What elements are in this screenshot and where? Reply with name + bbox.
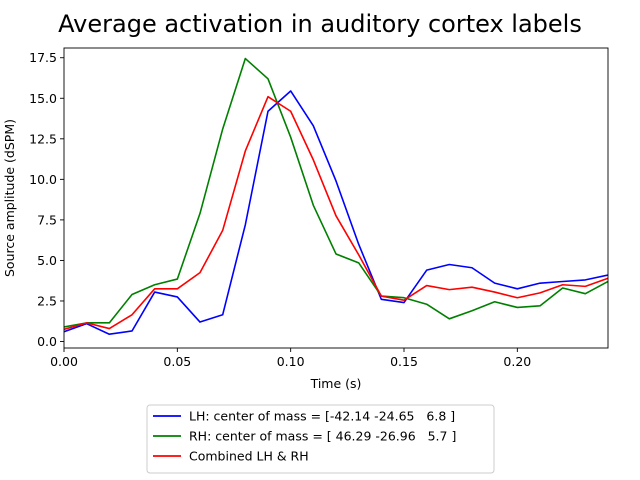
y-tick-label: 15.0 xyxy=(29,91,57,106)
axes-frame xyxy=(63,47,609,349)
series-line-2 xyxy=(64,57,608,328)
legend-box xyxy=(146,404,495,474)
y-tick-label: 5.0 xyxy=(37,253,57,268)
plot-area: 0.00 0.05 0.10 0.15 0.20 0.0 2.5 5.0 7.5 10.0 12.5… xyxy=(29,47,609,369)
legend: LH: center of mass = [-42.14 -24.65 6.8 … xyxy=(146,404,495,474)
x-tick-label: 0.10 xyxy=(277,354,305,369)
x-tick-label: 0.05 xyxy=(163,354,191,369)
legend-label-1: LH: center of mass = [-42.14 -24.65 6.8 … xyxy=(189,409,455,424)
y-axis-label: Source amplitude (dSPM) xyxy=(2,119,17,277)
series-line-3 xyxy=(64,95,608,331)
series-line-1 xyxy=(64,90,608,336)
x-tick-label: 0.15 xyxy=(390,354,418,369)
x-tick-label: 0.00 xyxy=(50,354,78,369)
y-tick-label: 0.0 xyxy=(37,334,57,349)
y-tick-label: 7.5 xyxy=(37,212,57,227)
y-tick-label: 10.0 xyxy=(29,172,57,187)
x-axis-label: Time (s) xyxy=(310,376,362,391)
chart-title: Average activation in auditory cortex la… xyxy=(58,10,582,38)
y-tick-label: 17.5 xyxy=(29,50,57,65)
y-tick-label: 2.5 xyxy=(37,293,57,308)
x-tick-label: 0.20 xyxy=(503,354,531,369)
y-tick-label: 12.5 xyxy=(29,131,57,146)
legend-label-2: RH: center of mass = [ 46.29 -26.96 5.7 … xyxy=(189,429,456,444)
legend-label-3: Combined LH & RH xyxy=(189,449,309,464)
